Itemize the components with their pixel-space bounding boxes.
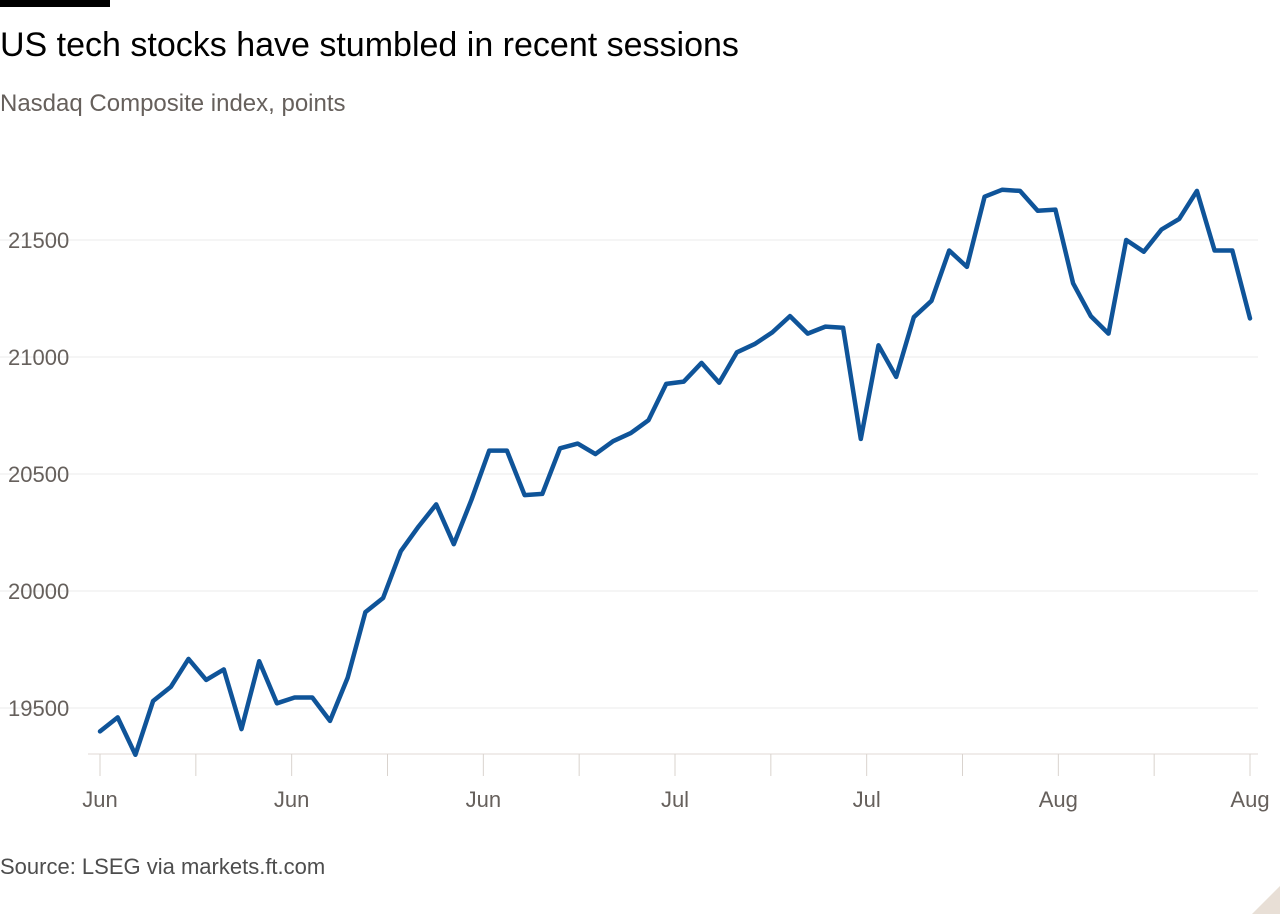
x-tick-label: Aug [1230,787,1269,812]
x-tick-label: Jun [274,787,309,812]
brand-bar [0,0,110,7]
x-tick-label: Jul [661,787,689,812]
x-tick-label: Jul [853,787,881,812]
corner-fold-icon [1252,886,1280,914]
y-tick-label: 20500 [8,462,69,487]
source-note: Source: LSEG via markets.ft.com [0,854,326,879]
y-tick-label: 20000 [8,579,69,604]
y-tick-label: 21500 [8,228,69,253]
chart-title: US tech stocks have stumbled in recent s… [0,26,739,64]
series-line-nasdaq [97,187,1253,758]
y-tick-label: 21000 [8,345,69,370]
chart-subtitle: Nasdaq Composite index, points [0,90,346,117]
x-tick-label: Aug [1039,787,1078,812]
x-tick-label: Jun [466,787,501,812]
x-tick-label: Jun [82,787,117,812]
y-tick-label: 19500 [8,696,69,721]
